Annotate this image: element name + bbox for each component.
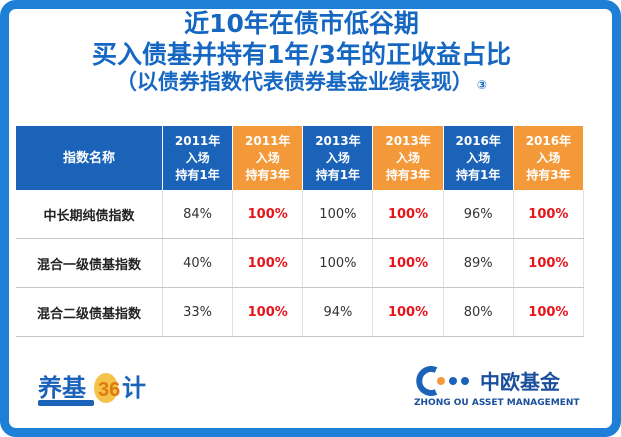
title-line-2: 买入债基并持有1年/3年的正收益占比 <box>0 35 603 71</box>
logo-left-text-a: 养基 <box>37 374 87 402</box>
title-line-2-a: 买入债基并持有1年/3年的 <box>92 40 386 69</box>
header-col-hold: 持有3年 <box>526 167 571 182</box>
table-cell: 100% <box>372 190 444 239</box>
table-cell: 100% <box>232 190 304 239</box>
table-row: 混合二级债基指数 33% 100% 94% 100% 80% 100% <box>16 287 585 337</box>
header-col-year: 2016年 <box>525 133 572 148</box>
table-cell: 33% <box>162 287 234 337</box>
returns-table: 指数名称 2011年 入场 持有1年 2011年 入场 持有3年 2013年 入场 持有1年 20… <box>16 126 585 337</box>
header-col-year: 2011年 <box>245 133 291 148</box>
header-col-year: 2016年 <box>455 133 501 148</box>
header-col-4: 2013年入场持有3年 <box>372 126 444 190</box>
table-header-row: 指数名称 2011年 入场 持有1年 2011年 入场 持有3年 2013年 入场 持有1年 20… <box>16 126 585 190</box>
table-row: 混合一级债基指数 40% 100% 100% 100% 89% 100% <box>16 238 585 288</box>
row-index-name: 中长期纯债指数 <box>16 190 163 239</box>
zhongou-mark-icon <box>416 366 469 396</box>
table-cell: 40% <box>162 238 234 288</box>
header-index-name: 指数名称 <box>16 126 163 190</box>
yangji-logo-graphic: 养基 36 计 <box>37 373 146 406</box>
header-col-2: 2011年入场持有3年 <box>232 126 304 190</box>
table-cell: 100% <box>372 287 444 337</box>
table-cell: 100% <box>513 238 585 288</box>
header-col-3: 2013年入场持有1年 <box>302 126 374 190</box>
header-col-year: 2013年 <box>315 133 361 148</box>
zhongou-cn-name: 中欧基金 <box>480 370 560 394</box>
logo-left-number: 36 <box>98 379 120 401</box>
header-col-enter: 入场 <box>255 150 280 165</box>
header-col-hold: 持有1年 <box>456 167 501 182</box>
table-cell: 94% <box>302 287 374 337</box>
header-col-year: 2011年 <box>174 133 221 148</box>
header-col-enter: 入场 <box>396 150 421 165</box>
row-index-name: 混合二级债基指数 <box>16 287 163 337</box>
table-row: 中长期纯债指数 84% 100% 100% 100% 96% 100% <box>16 190 585 239</box>
header-col-hold: 持有1年 <box>175 167 220 182</box>
table-cell: 100% <box>232 238 304 288</box>
table-cell: 100% <box>232 287 304 337</box>
table-cell: 84% <box>162 190 234 239</box>
table-cell: 100% <box>513 190 585 239</box>
title-line-3: （以债券指数代表债券基金业绩表现） ③ <box>0 66 603 96</box>
table-cell: 80% <box>443 287 514 337</box>
header-col-6: 2016年入场持有3年 <box>513 126 585 190</box>
header-col-year: 2013年 <box>385 133 431 148</box>
table-cell: 96% <box>443 190 514 239</box>
egg-icon <box>94 373 118 403</box>
table-body: 中长期纯债指数 84% 100% 100% 100% 96% 100% 混合一级债基指数 40%… <box>16 190 585 337</box>
title-line-1: 近10年在债市低谷期 <box>184 9 419 38</box>
header-col-hold: 持有3年 <box>245 167 290 182</box>
table-cell: 100% <box>302 190 374 239</box>
table-cell: 89% <box>443 238 514 288</box>
zhongou-logo: 中欧基金 ZHONG OU ASSET MANAGEMENT <box>414 364 594 412</box>
header-col-hold: 持有3年 <box>385 167 431 182</box>
header-col-enter: 入场 <box>185 150 210 165</box>
table-cell: 100% <box>513 287 585 337</box>
zhongou-en-name: ZHONG OU ASSET MANAGEMENT <box>414 398 580 408</box>
subtitle: （以债券指数代表债券基金业绩表现） <box>115 70 473 94</box>
title-line-2-b: 正收益占比 <box>385 40 511 69</box>
header-col-5: 2016年入场持有1年 <box>443 126 514 190</box>
table-cell: 100% <box>302 238 374 288</box>
header-col-enter: 入场 <box>325 150 350 165</box>
header-col-1: 2011年入场持有1年 <box>162 126 234 190</box>
header-col-hold: 持有1年 <box>315 167 361 182</box>
row-index-name: 混合一级债基指数 <box>16 238 163 288</box>
logo-left-text-b: 计 <box>122 375 146 402</box>
yangji-logo: 养基 36 计 <box>34 366 164 408</box>
logo-left-banner <box>38 400 94 406</box>
footnote-marker: ③ <box>476 78 488 92</box>
header-col-enter: 入场 <box>536 150 561 165</box>
table-cell: 100% <box>372 238 444 288</box>
header-col-enter: 入场 <box>466 150 491 165</box>
